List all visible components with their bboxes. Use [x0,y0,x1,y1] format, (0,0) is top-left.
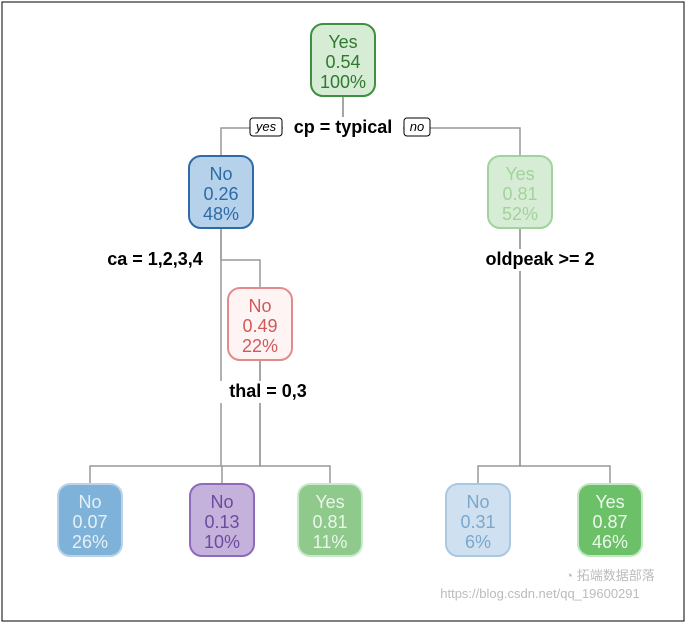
node-pct: 26% [72,532,108,552]
no-badge-text: no [410,119,424,134]
tree-node: No0.1310% [190,484,254,556]
node-class: Yes [505,164,534,184]
node-prob: 0.07 [72,512,107,532]
node-class: Yes [595,492,624,512]
split-label: thal = 0,3 [229,381,307,401]
node-pct: 48% [203,204,239,224]
node-class: No [466,492,489,512]
node-pct: 46% [592,532,628,552]
node-prob: 0.81 [502,184,537,204]
node-prob: 0.87 [592,512,627,532]
node-pct: 11% [313,532,348,552]
svg-text:ca = 1,2,3,4: ca = 1,2,3,4 [107,249,203,269]
tree-node: No0.0726% [58,484,122,556]
node-pct: 22% [242,336,278,356]
node-class: No [78,492,101,512]
node-pct: 100% [320,72,366,92]
svg-text:cp = typical: cp = typical [294,117,393,137]
node-class: Yes [315,492,344,512]
svg-text:thal = 0,3: thal = 0,3 [229,381,307,401]
watermark-line1: ◔ 拓端数据部落 [565,568,654,583]
node-pct: 52% [502,204,538,224]
node-prob: 0.13 [204,512,239,532]
tree-node: No0.2648% [189,156,253,228]
node-class: No [248,296,271,316]
node-prob: 0.31 [460,512,495,532]
node-prob: 0.49 [242,316,277,336]
tree-node: Yes0.54100% [311,24,375,96]
node-prob: 0.54 [325,52,360,72]
node-prob: 0.26 [203,184,238,204]
tree-node: No0.4922% [228,288,292,360]
edge [222,360,260,484]
node-pct: 6% [465,532,491,552]
split-label: ca = 1,2,3,4 [107,249,203,269]
node-class: No [209,164,232,184]
node-prob: 0.81 [312,512,347,532]
split-label: cp = typical [294,117,393,137]
decision-tree: cp = typical yes no ca = 1,2,3,4 oldpeak >= … [0,0,686,623]
yes-badge-text: yes [255,119,277,134]
watermark-line2: https://blog.csdn.net/qq_19600291 [440,586,640,601]
edge [260,360,330,484]
tree-node: Yes0.8746% [578,484,642,556]
svg-text:oldpeak >= 2: oldpeak >= 2 [485,249,594,269]
tree-node: No0.316% [446,484,510,556]
edge [221,228,260,288]
tree-node: Yes0.8111% [298,484,362,556]
node-class: Yes [328,32,357,52]
tree-node: Yes0.8152% [488,156,552,228]
node-pct: 10% [204,532,240,552]
split-label: oldpeak >= 2 [485,249,594,269]
node-class: No [210,492,233,512]
